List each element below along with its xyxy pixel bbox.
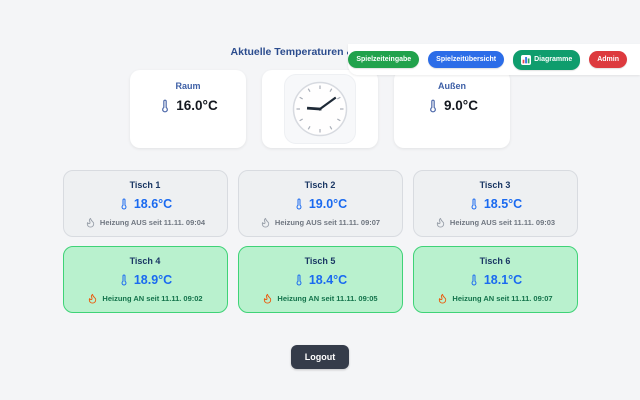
room-temp-card: Raum 16.0°C xyxy=(130,70,246,148)
logout-button[interactable]: Logout xyxy=(290,345,350,369)
admin-button[interactable]: Admin xyxy=(589,51,627,68)
spielzeituebersicht-button[interactable]: Spielzeitübersicht xyxy=(428,51,505,68)
table-name: Tisch 4 xyxy=(129,256,161,266)
clock-minute-hand xyxy=(318,96,337,111)
outdoor-temp-card: Außen 9.0°C xyxy=(394,70,510,148)
thermometer-icon xyxy=(426,99,440,113)
table-temp: 18.5°C xyxy=(483,196,523,211)
table-temp: 18.4°C xyxy=(308,272,348,287)
outdoor-temp-value: 9.0°C xyxy=(444,98,478,113)
table-name: Tisch 1 xyxy=(129,180,161,190)
flame-icon xyxy=(87,293,98,304)
table-card-tisch-4: Tisch 4 18.9°C Heizung AN seit 11.11. 09… xyxy=(62,246,228,313)
table-name: Tisch 5 xyxy=(304,256,336,266)
spielzeiteingabe-button[interactable]: Spielzeiteingabe xyxy=(348,51,420,68)
table-name: Tisch 3 xyxy=(479,180,511,190)
bar-chart-icon xyxy=(521,54,532,65)
heating-status: Heizung AUS seit 11.11. 09:03 xyxy=(449,218,556,227)
flame-icon xyxy=(262,293,273,304)
table-temp: 18.6°C xyxy=(133,196,173,211)
heating-status: Heizung AN seit 11.11. 09:07 xyxy=(452,294,553,303)
thermometer-icon xyxy=(118,274,130,286)
footer: Logout xyxy=(0,345,640,369)
top-nav: Spielzeiteingabe Spielzeitübersicht Diag… xyxy=(348,44,640,75)
outdoor-label: Außen xyxy=(438,81,466,91)
table-card-tisch-3: Tisch 3 18.5°C Heizung AUS seit 11.11. 0… xyxy=(412,170,578,237)
clock-card xyxy=(262,70,378,148)
heating-status: Heizung AN seit 11.11. 09:02 xyxy=(102,294,203,303)
heating-status: Heizung AUS seit 11.11. 09:04 xyxy=(99,218,206,227)
flame-icon xyxy=(435,217,446,228)
thermometer-icon xyxy=(468,274,480,286)
thermometer-icon xyxy=(293,198,305,210)
flame-icon xyxy=(260,217,271,228)
table-card-tisch-5: Tisch 5 18.4°C Heizung AN seit 11.11. 09… xyxy=(237,246,403,313)
heating-status: Heizung AN seit 11.11. 09:05 xyxy=(277,294,378,303)
heating-dashboard: { "nav": { "buttons": [ { "label": "Spie… xyxy=(0,44,640,400)
table-card-tisch-1: Tisch 1 18.6°C Heizung AUS seit 11.11. 0… xyxy=(62,170,228,237)
table-card-tisch-6: Tisch 6 18.1°C Heizung AN seit 11.11. 09… xyxy=(412,246,578,313)
analog-clock xyxy=(284,74,356,144)
diagramme-button[interactable]: Diagramme xyxy=(513,49,581,70)
thermometer-icon xyxy=(468,198,480,210)
table-temp: 19.0°C xyxy=(308,196,348,211)
thermometer-icon xyxy=(158,99,172,113)
flame-icon xyxy=(85,217,96,228)
sensor-cards-row: Raum 16.0°C xyxy=(0,70,640,148)
heating-status: Heizung AUS seit 11.11. 09:07 xyxy=(274,218,381,227)
room-label: Raum xyxy=(175,81,201,91)
table-name: Tisch 2 xyxy=(304,180,336,190)
table-temp: 18.9°C xyxy=(133,272,173,287)
thermometer-icon xyxy=(293,274,305,286)
room-temp-value: 16.0°C xyxy=(176,98,218,113)
diagramme-label: Diagramme xyxy=(534,56,573,63)
table-temp: 18.1°C xyxy=(483,272,523,287)
table-name: Tisch 6 xyxy=(479,256,511,266)
flame-icon xyxy=(437,293,448,304)
table-card-tisch-2: Tisch 2 19.0°C Heizung AUS seit 11.11. 0… xyxy=(237,170,403,237)
thermometer-icon xyxy=(118,198,130,210)
table-status-grid: Tisch 1 18.6°C Heizung AUS seit 11.11. 0… xyxy=(62,170,578,313)
